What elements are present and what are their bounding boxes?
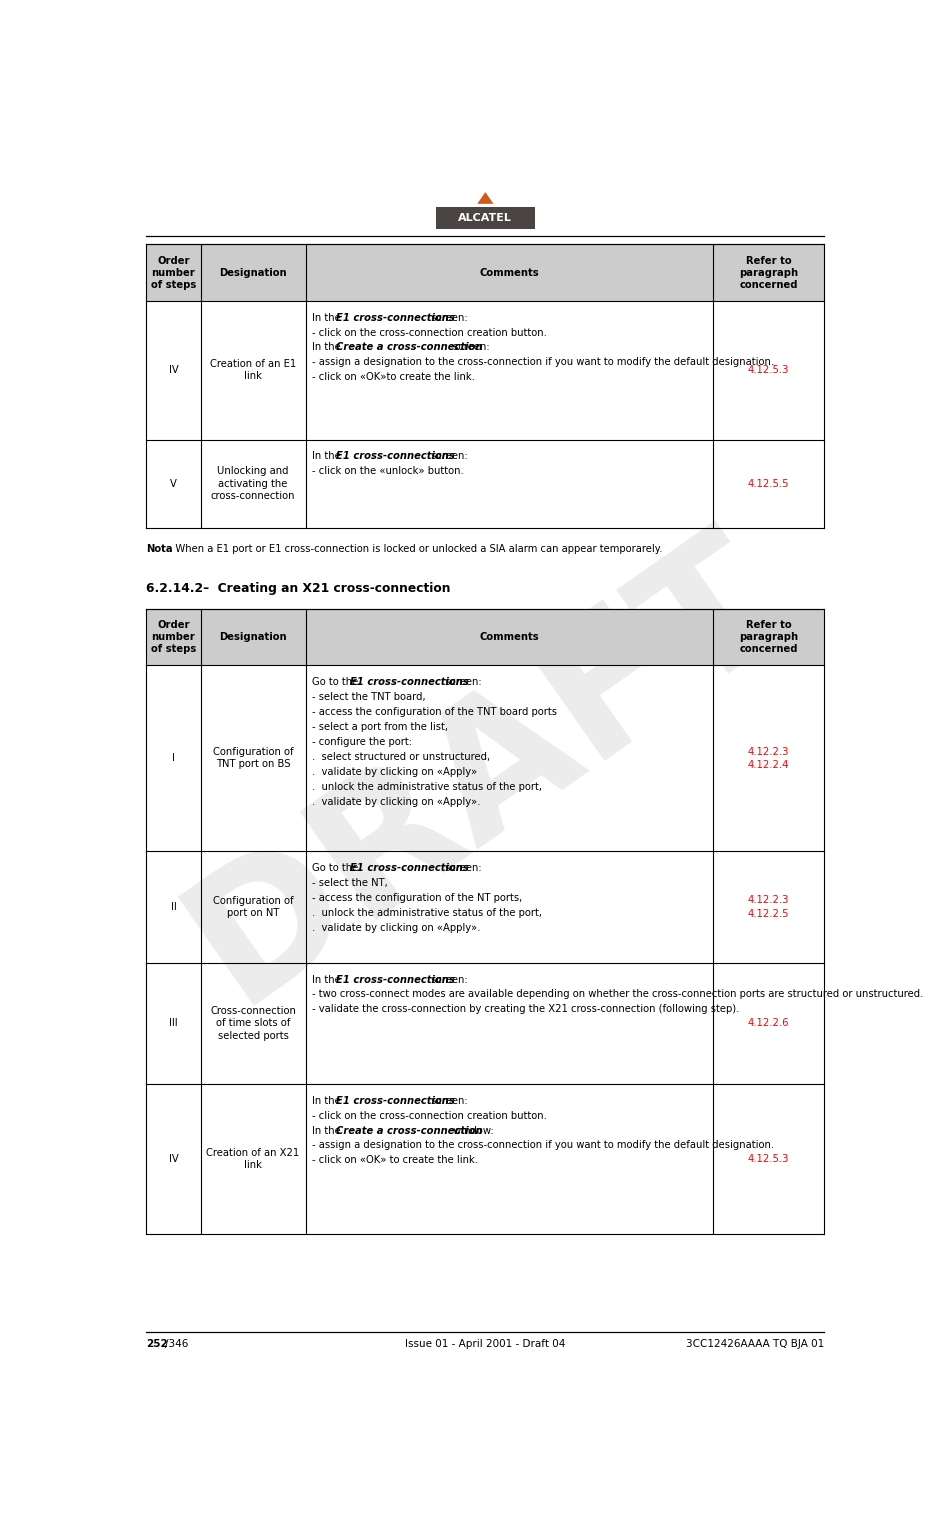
Text: 4.12.5.3: 4.12.5.3 [748,365,789,376]
Text: In the: In the [312,452,344,461]
Text: 4.12.2.3
4.12.2.4: 4.12.2.3 4.12.2.4 [748,747,789,770]
Text: .  select structured or unstructured,: . select structured or unstructured, [312,751,490,762]
Text: Cross-connection
of time slots of
selected ports: Cross-connection of time slots of select… [210,1006,296,1041]
Text: Create a cross-connection: Create a cross-connection [336,1125,483,1136]
Text: - click on the cross-connection creation button.: - click on the cross-connection creation… [312,1110,546,1121]
Text: - click on «OK»to create the link.: - click on «OK»to create the link. [312,373,474,382]
Text: Refer to
paragraph
concerned: Refer to paragraph concerned [739,255,798,290]
Text: screen:: screen: [428,1096,468,1106]
Text: - two cross-connect modes are available depending on whether the cross-connectio: - two cross-connect modes are available … [312,989,923,1000]
Text: screen:: screen: [450,342,490,353]
Text: III: III [170,1019,178,1028]
Text: - assign a designation to the cross-connection if you want to modify the default: - assign a designation to the cross-conn… [312,1141,774,1150]
Text: Creation of an E1
link: Creation of an E1 link [210,359,296,382]
Text: Order
number
of steps: Order number of steps [151,620,196,654]
Text: IV: IV [169,365,178,376]
Text: - access the configuration of the NT ports,: - access the configuration of the NT por… [312,893,522,902]
Text: Comments: Comments [479,267,539,278]
Bar [146,609,825,666]
Text: In the: In the [312,313,344,322]
Text: Issue 01 - April 2001 - Draft 04: Issue 01 - April 2001 - Draft 04 [405,1339,565,1348]
Text: - select the NT,: - select the NT, [312,878,387,887]
Text: I: I [172,753,175,764]
Text: In the: In the [312,342,344,353]
Text: Creation of an X21
link: Creation of an X21 link [206,1148,299,1170]
Text: 4.12.5.3: 4.12.5.3 [748,1154,789,1164]
Text: - click on the cross-connection creation button.: - click on the cross-connection creation… [312,327,546,337]
Text: 3CC12426AAAA TQ BJA 01: 3CC12426AAAA TQ BJA 01 [687,1339,825,1348]
Text: - validate the cross-connection by creating the X21 cross-connection (following : - validate the cross-connection by creat… [312,1005,739,1014]
Text: .  validate by clicking on «Apply».: . validate by clicking on «Apply». [312,797,480,806]
Text: Configuration of
port on NT: Configuration of port on NT [213,896,294,918]
Text: - select a port from the list,: - select a port from the list, [312,722,448,731]
Text: - click on the «unlock» button.: - click on the «unlock» button. [312,466,463,476]
Text: - select the TNT board,: - select the TNT board, [312,692,425,702]
Text: screen:: screen: [442,863,481,873]
Text: Comments: Comments [479,632,539,641]
Text: /346: /346 [166,1339,188,1348]
Text: - click on «OK» to create the link.: - click on «OK» to create the link. [312,1156,477,1165]
Text: screen:: screen: [428,974,468,985]
Text: screen:: screen: [442,676,481,687]
Text: II: II [170,902,176,912]
Text: In the: In the [312,1096,344,1106]
Text: DRAFT: DRAFT [158,505,813,1037]
Polygon shape [477,192,493,203]
Text: V: V [170,478,177,489]
Text: E1 cross-connections: E1 cross-connections [336,313,456,322]
Text: .  unlock the administrative status of the port,: . unlock the administrative status of th… [312,782,542,791]
Text: - assign a designation to the cross-connection if you want to modify the default: - assign a designation to the cross-conn… [312,357,774,368]
Text: In the: In the [312,1125,344,1136]
Text: Nota: Nota [146,544,173,554]
Text: screen:: screen: [428,313,468,322]
Text: Create a cross-connection: Create a cross-connection [336,342,483,353]
Text: ALCATEL: ALCATEL [458,212,512,223]
Text: Configuration of
TNT port on BS: Configuration of TNT port on BS [213,747,294,770]
Text: .  validate by clicking on «Apply»: . validate by clicking on «Apply» [312,767,476,777]
Text: Refer to
paragraph
concerned: Refer to paragraph concerned [739,620,798,654]
Text: Designation: Designation [220,632,287,641]
Text: Order
number
of steps: Order number of steps [151,255,196,290]
Text: : When a E1 port or E1 cross-connection is locked or unlocked a SIA alarm can ap: : When a E1 port or E1 cross-connection … [169,544,663,554]
Text: E1 cross-connections: E1 cross-connections [336,452,456,461]
Text: screen:: screen: [428,452,468,461]
Text: E1 cross-connections: E1 cross-connections [336,974,456,985]
Text: window:: window: [450,1125,493,1136]
Text: 4.12.2.3
4.12.2.5: 4.12.2.3 4.12.2.5 [748,895,789,919]
Bar [436,208,535,229]
Text: - configure the port:: - configure the port: [312,738,412,747]
Text: Unlocking and
activating the
cross-connection: Unlocking and activating the cross-conne… [211,466,295,501]
Text: 252: 252 [146,1339,168,1348]
Text: In the: In the [312,974,344,985]
Text: Go to the: Go to the [312,676,361,687]
Text: Designation: Designation [220,267,287,278]
Text: 6.2.14.2–  Creating an X21 cross-connection: 6.2.14.2– Creating an X21 cross-connecti… [146,582,451,596]
Bar [146,244,825,301]
Text: E1 cross-connections: E1 cross-connections [349,863,469,873]
Text: E1 cross-connections: E1 cross-connections [336,1096,456,1106]
Text: Go to the: Go to the [312,863,361,873]
Text: 4.12.5.5: 4.12.5.5 [748,478,789,489]
Text: .  validate by clicking on «Apply».: . validate by clicking on «Apply». [312,922,480,933]
Text: IV: IV [169,1154,178,1164]
Text: 4.12.2.6: 4.12.2.6 [748,1019,789,1028]
Text: E1 cross-connections: E1 cross-connections [349,676,469,687]
Text: .  unlock the administrative status of the port,: . unlock the administrative status of th… [312,907,542,918]
Text: - access the configuration of the TNT board ports: - access the configuration of the TNT bo… [312,707,557,718]
